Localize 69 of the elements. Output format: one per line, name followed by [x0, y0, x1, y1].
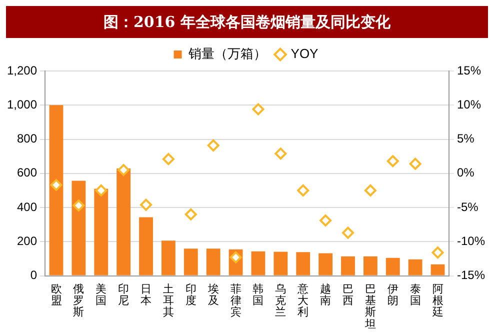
x-tick-label: 欧盟: [50, 284, 62, 308]
point: [342, 226, 354, 239]
bar: [184, 248, 198, 276]
x-tick-label: 菲律宾: [230, 282, 242, 319]
y2-tick-label: 5%: [456, 132, 475, 146]
y-tick-label: 1,000: [7, 97, 38, 112]
y2-tick-label: 10%: [456, 97, 482, 112]
bar: [386, 258, 400, 276]
x-tick-label: 美国: [96, 282, 107, 308]
y-tick-label: 600: [17, 166, 38, 180]
x-tick-label: 土耳其: [162, 282, 174, 319]
point: [207, 139, 220, 152]
point: [320, 214, 332, 227]
bar: [318, 253, 333, 276]
x-tick-label: 埃及: [206, 282, 219, 308]
x-tick-label: 意大利: [296, 282, 309, 319]
point: [72, 199, 85, 212]
x-tick-label: 印度: [185, 282, 196, 308]
bar: [49, 105, 64, 276]
bar: [341, 256, 355, 276]
x-tick-label: 阿根廷: [431, 284, 444, 319]
bar: [116, 168, 131, 276]
chart-title: 图：2016 年全球各国卷烟销量及同比变化: [6, 6, 488, 38]
point: [432, 246, 444, 259]
x-tick-label: 伊朗: [387, 284, 398, 308]
x-tick-label: 泰国: [410, 284, 421, 308]
bar: [139, 217, 153, 276]
y2-tick-label: -5%: [456, 200, 479, 214]
point: [184, 208, 197, 220]
x-tick-label: 巴西: [342, 284, 354, 308]
y2-tick-label: -15%: [456, 268, 486, 282]
y2-tick-label: 0%: [456, 166, 475, 180]
y2-tick-label: 15%: [456, 63, 482, 78]
point: [95, 184, 108, 196]
legend-label: YOY: [290, 46, 319, 62]
y-tick-label: 0: [30, 268, 38, 282]
x-tick-label: 日本: [140, 284, 152, 308]
y-tick-label: 200: [17, 234, 38, 248]
x-tick-label: 韩国: [252, 282, 264, 308]
point: [386, 155, 399, 168]
y-tick-label: 400: [17, 200, 38, 214]
x-tick-label: 巴基斯坦: [364, 284, 376, 330]
y-tick-label: 1,200: [7, 63, 38, 78]
point: [50, 179, 62, 192]
legend-label: 销量（万箱）: [187, 46, 266, 62]
point: [252, 103, 264, 116]
x-tick-label: 俄罗斯: [73, 284, 84, 319]
y-tick-label: 800: [17, 132, 38, 146]
bar: [72, 180, 86, 276]
point: [274, 148, 287, 160]
x-tick-label: 印尼: [118, 282, 130, 308]
bar: [408, 259, 422, 276]
bar: [296, 252, 310, 276]
bar: [251, 251, 266, 276]
bar: [274, 252, 288, 276]
x-tick-label: 乌克兰: [275, 284, 286, 319]
bar: [206, 248, 220, 276]
bar: [162, 240, 176, 276]
bar: [94, 188, 108, 276]
point: [409, 158, 422, 170]
point: [364, 184, 376, 196]
bar: [430, 264, 445, 276]
y2-tick-label: -10%: [456, 234, 486, 248]
point: [162, 153, 174, 166]
point: [297, 184, 310, 196]
point: [140, 198, 152, 211]
point: [118, 164, 130, 176]
x-tick-label: 越南: [320, 282, 332, 308]
bar: [363, 256, 378, 276]
